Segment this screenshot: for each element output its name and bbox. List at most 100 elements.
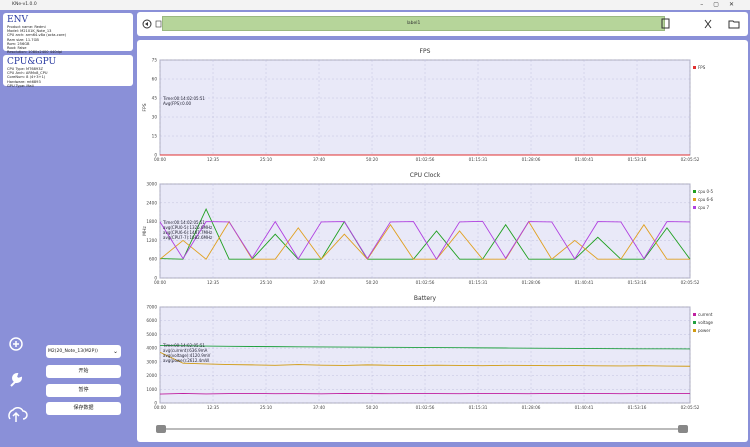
annotation: Time:00:14:02:05:51	[162, 96, 205, 101]
chart-title: FPS	[420, 48, 431, 55]
x-tick-label: 37:40	[313, 405, 325, 410]
legend-swatch	[693, 198, 696, 201]
x-tick-label: 01:02:56	[416, 280, 435, 285]
x-tick-label: 25:10	[260, 280, 272, 285]
cpu-card: CPU&GPU CPU Type: MT6893Z CPU Arch: ARMv8…	[3, 55, 133, 88]
settings-icon[interactable]	[10, 372, 23, 387]
info-line: Rom: 256GB	[7, 41, 30, 46]
chart-title: Battery	[414, 295, 437, 302]
annotation: avg(current):636.9mA	[163, 348, 208, 353]
slider-handle-start[interactable]	[156, 425, 166, 433]
x-tick-label: 01:53:16	[628, 157, 647, 162]
x-tick-label: 01:02:56	[416, 405, 435, 410]
legend-swatch	[693, 190, 696, 193]
title-bar: KNe-v1.0.0 –▢✕	[0, 0, 750, 10]
env-card: ENV Product name: Redmi Model: M2101K_Not…	[3, 13, 133, 54]
info-line: CPU Type: MT6893Z	[7, 67, 43, 71]
info-line: Model: M2101K_Note_13	[7, 29, 52, 34]
save-button[interactable]: 保存数据	[46, 402, 121, 415]
y-axis-label: MHz	[142, 226, 148, 236]
x-tick-label: 01:28:06	[522, 280, 541, 285]
x-tick-label: 01:15:31	[469, 405, 488, 410]
add-icon[interactable]	[9, 337, 23, 351]
annotation: Time:00:14:02:05:51	[162, 343, 205, 348]
y-tick-label: 600	[149, 257, 157, 262]
x-tick-label: 25:10	[260, 157, 272, 162]
toolbar-right-icons[interactable]	[657, 18, 747, 30]
x-tick-label: 37:40	[313, 280, 325, 285]
y-tick-label: 7000	[146, 305, 157, 310]
y-tick-label: 0	[154, 401, 157, 406]
start-button[interactable]: 开始	[46, 365, 121, 378]
y-tick-label: 2400	[146, 200, 157, 205]
legend-label: FPS	[698, 65, 706, 70]
window-title: KNe-v1.0.0	[12, 2, 37, 7]
plot-area	[159, 183, 691, 279]
legend-swatch	[693, 329, 696, 332]
window-controls[interactable]: –▢✕	[700, 1, 744, 8]
side-icons	[8, 337, 28, 422]
legend-label: power	[698, 328, 711, 333]
status-label: label1	[162, 16, 665, 31]
info-line: Ram size: 11.7GB	[7, 37, 39, 42]
info-line: CoreNum: 8 (4+3+1)	[7, 75, 46, 80]
y-tick-label: 30	[152, 115, 158, 120]
y-tick-label: 45	[152, 96, 158, 101]
x-tick-label: 01:40:41	[575, 405, 594, 410]
upload-icon[interactable]	[8, 407, 28, 422]
x-tick-label: 01:28:06	[522, 405, 541, 410]
x-tick-label: 00:00	[154, 157, 166, 162]
x-tick-label: 01:40:41	[575, 280, 594, 285]
x-tick-label: 02:05:52	[681, 405, 700, 410]
legend-label: cpu 0-5	[698, 189, 714, 194]
series-line	[159, 351, 691, 367]
y-tick-label: 15	[152, 134, 158, 139]
pause-button[interactable]: 暂停	[46, 384, 121, 397]
cpu-lines: CPU Type: MT6893Z CPU Arch: ARMv8_CPU Core…	[7, 67, 129, 88]
series-line	[159, 207, 691, 260]
legend-label: cpu 6-6	[698, 197, 714, 202]
x-tick-label: 50:20	[366, 405, 378, 410]
y-tick-label: 5000	[146, 332, 157, 337]
y-tick-label: 2000	[146, 373, 157, 378]
device-select[interactable]: M2(20_Note_13(M2P)) ⌄	[46, 345, 121, 358]
series-line	[159, 344, 691, 350]
info-line: GPU Type: Mali	[7, 83, 34, 88]
x-tick-label: 01:53:16	[628, 280, 647, 285]
y-tick-label: 1000	[146, 387, 157, 392]
annotation: avg(CPU7-7):1682.6MHz	[163, 235, 212, 240]
info-line: Root: False	[7, 46, 27, 51]
info-line: Hardware: mt6893	[7, 79, 41, 84]
x-tick-label: 00:00	[154, 405, 166, 410]
info-line: CPU Arch: ARMv8_CPU	[7, 71, 48, 76]
y-tick-label: 60	[152, 77, 158, 82]
x-tick-label: 12:35	[207, 405, 219, 410]
series-line	[159, 220, 690, 260]
toolbar-left-icons[interactable]	[141, 18, 165, 30]
annotation: Time:00:14:02:05:51	[162, 220, 205, 225]
slider-handle-end[interactable]	[678, 425, 688, 433]
y-tick-label: 6000	[146, 318, 157, 323]
env-lines: Product name: Redmi Model: M2101K_Note_13…	[7, 25, 129, 54]
x-tick-label: 37:40	[313, 157, 325, 162]
legend-label: current	[698, 312, 713, 317]
x-tick-label: 01:15:31	[469, 280, 488, 285]
x-tick-label: 25:10	[260, 405, 272, 410]
legend-swatch	[693, 66, 696, 69]
x-tick-label: 01:53:16	[628, 405, 647, 410]
y-tick-label: 3000	[146, 182, 157, 187]
annotation: Avg(FPS):0.00	[163, 101, 191, 106]
legend-swatch	[693, 313, 696, 316]
info-line: Product name: Redmi	[7, 25, 46, 29]
y-tick-label: 75	[152, 58, 158, 63]
y-axis-label: FPS	[142, 103, 148, 111]
info-line: Resolution: 1080x2400 440dpi	[7, 50, 63, 55]
x-tick-label: 02:05:52	[681, 280, 700, 285]
legend-label: voltage	[698, 320, 713, 325]
toolbar: label1	[137, 12, 748, 36]
y-tick-label: 1800	[146, 219, 157, 224]
x-tick-label: 50:20	[366, 157, 378, 162]
y-tick-label: 3000	[146, 359, 157, 364]
x-tick-label: 01:40:41	[575, 157, 594, 162]
